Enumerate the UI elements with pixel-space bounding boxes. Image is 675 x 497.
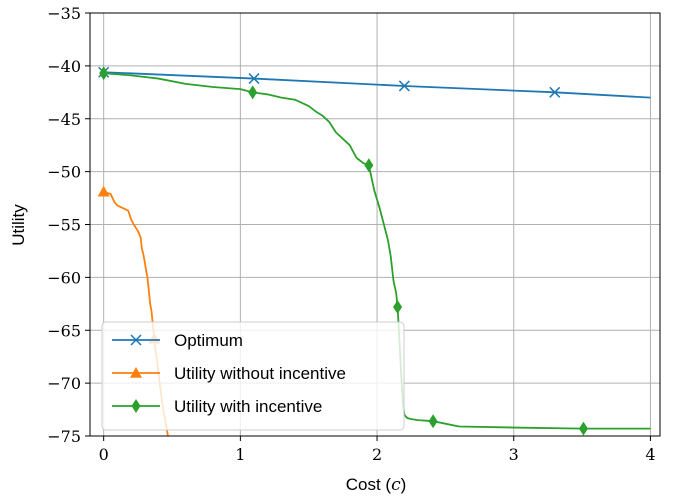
data-point-utility-with-incentive [393, 299, 403, 314]
data-point-utility-with-incentive [248, 85, 258, 100]
data-point-utility-without-incentive [97, 185, 110, 197]
y-tick-label: −40 [47, 57, 81, 76]
y-tick-label: −65 [47, 321, 81, 340]
x-tick-label: 0 [99, 445, 109, 464]
legend-box [101, 321, 405, 431]
legend-item-optimum: Optimum [112, 331, 243, 350]
x-tick-label: 4 [645, 445, 655, 464]
x-tick-label: 2 [372, 445, 382, 464]
data-point-optimum [248, 73, 260, 85]
legend-marker [131, 399, 141, 413]
data-point-optimum [549, 86, 561, 98]
x-tick-label: 1 [235, 445, 245, 464]
data-point-optimum [398, 80, 410, 92]
y-axis-label: Utility [9, 204, 28, 246]
data-point-utility-with-incentive [578, 421, 588, 436]
y-tick-label: −35 [47, 4, 81, 23]
axis-ticks [85, 12, 651, 441]
y-tick-label: −75 [47, 427, 81, 446]
y-tick-label: −55 [47, 216, 81, 235]
data-point-utility-with-incentive [428, 414, 438, 429]
x-axis-label: Cost (c) [346, 475, 407, 495]
y-tick-label: −70 [47, 374, 81, 393]
legend-item-utility-without-incentive: Utility without incentive [112, 364, 346, 383]
legend-marker [130, 367, 142, 378]
tick-labels: 0 1 2 3 4 −75 −70 −65 −60 −55 −50 −45 −40 −35 [47, 4, 655, 464]
data-point-utility-with-incentive [99, 66, 109, 81]
y-tick-label: −50 [47, 163, 81, 182]
y-tick-label: −60 [47, 268, 81, 287]
data-point-utility-with-incentive [364, 158, 374, 173]
y-tick-label: −45 [47, 110, 81, 129]
legend-label: Utility with incentive [174, 397, 322, 416]
legend: Optimum Utility without incentive Utility … [101, 321, 405, 431]
legend-label: Optimum [174, 331, 243, 350]
series-line-utility-with-incentive [103, 72, 651, 430]
legend-marker [130, 334, 142, 346]
series-layer [97, 66, 651, 436]
legend-item-utility-with-incentive: Utility with incentive [112, 397, 322, 416]
legend-label: Utility without incentive [174, 364, 346, 383]
x-tick-label: 3 [509, 445, 519, 464]
